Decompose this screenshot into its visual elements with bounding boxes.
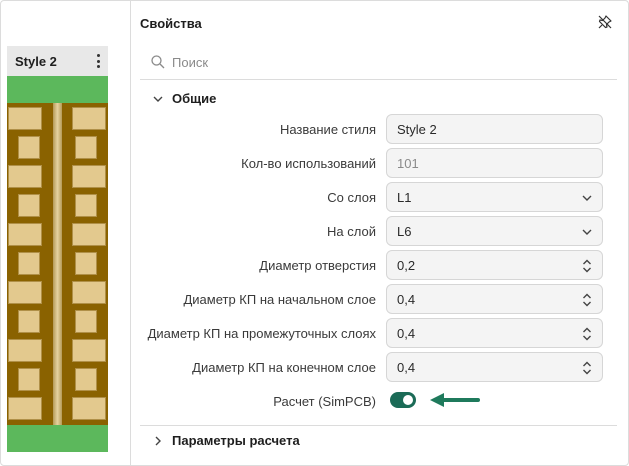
style-card-title: Style 2 xyxy=(15,54,57,69)
stepper-arrows-icon[interactable] xyxy=(580,326,594,342)
pad-diameter-start-row: Диаметр КП на начальном слое 0,4 xyxy=(140,284,617,314)
layer-pad xyxy=(8,339,42,362)
usage-count-row: Кол-во использований 101 xyxy=(140,148,617,178)
section-calc-params-header[interactable]: Параметры расчета xyxy=(140,425,617,455)
hole-diameter-value: 0,2 xyxy=(397,258,416,273)
pad-diameter-end-label: Диаметр КП на конечном слое xyxy=(192,360,376,375)
to-layer-value: L6 xyxy=(397,224,412,239)
stepper-arrows-icon[interactable] xyxy=(580,258,594,274)
layer-pad xyxy=(75,252,97,275)
hole-diameter-spinner[interactable]: 0,2 xyxy=(386,250,603,280)
properties-panel: Свойства Общие Название стиля Style 2 Кол-… xyxy=(132,0,629,466)
toggle-knob xyxy=(403,395,413,405)
stepper-arrows-icon[interactable] xyxy=(580,292,594,308)
layer-pad xyxy=(75,136,97,159)
to-layer-label: На слой xyxy=(327,224,376,239)
simpcb-label: Расчет (SimPCB) xyxy=(273,394,376,409)
via-stack-preview xyxy=(7,76,108,452)
chevron-right-icon xyxy=(155,436,161,446)
pad-diameter-end-value: 0,4 xyxy=(397,360,416,375)
layer-pad xyxy=(18,194,40,217)
pad-diameter-end-spinner[interactable]: 0,4 xyxy=(386,352,603,382)
layer-pad xyxy=(8,107,42,130)
layer-stack xyxy=(7,103,108,425)
layer-pad xyxy=(75,194,97,217)
panel-title: Свойства xyxy=(140,16,202,31)
section-general-header[interactable]: Общие xyxy=(140,84,617,114)
style-name-value: Style 2 xyxy=(397,122,437,137)
pad-diameter-inner-value: 0,4 xyxy=(397,326,416,341)
pointer-arrow-icon xyxy=(430,393,480,407)
layer-pad xyxy=(72,223,106,246)
solder-mask-top xyxy=(7,76,108,103)
layer-pad xyxy=(18,368,40,391)
to-layer-row: На слой L6 xyxy=(140,216,617,246)
style-preview-card[interactable]: Style 2 xyxy=(7,46,108,452)
pad-diameter-start-label: Диаметр КП на начальном слое xyxy=(183,292,376,307)
layer-pad xyxy=(8,397,42,420)
layer-pad xyxy=(72,281,106,304)
layer-pad xyxy=(75,368,97,391)
from-layer-select[interactable]: L1 xyxy=(386,182,603,212)
stepper-arrows-icon[interactable] xyxy=(580,360,594,376)
chevron-down-icon[interactable] xyxy=(580,224,594,240)
chevron-down-icon[interactable] xyxy=(580,190,594,206)
from-layer-label: Со слоя xyxy=(327,190,376,205)
from-layer-value: L1 xyxy=(397,190,412,205)
pad-diameter-end-row: Диаметр КП на конечном слое 0,4 xyxy=(140,352,617,382)
search-icon xyxy=(151,55,165,69)
layer-pad xyxy=(72,339,106,362)
simpcb-toggle[interactable] xyxy=(390,392,416,408)
solder-mask-bottom xyxy=(7,425,108,452)
layer-pad xyxy=(72,397,106,420)
layer-pad xyxy=(8,165,42,188)
layer-pad xyxy=(8,281,42,304)
simpcb-row: Расчет (SimPCB) xyxy=(140,386,617,416)
search-input[interactable] xyxy=(172,51,602,73)
style-name-label: Название стиля xyxy=(279,122,376,137)
to-layer-select[interactable]: L6 xyxy=(386,216,603,246)
chevron-down-icon xyxy=(153,96,163,102)
search-bar xyxy=(140,44,617,80)
pad-diameter-start-spinner[interactable]: 0,4 xyxy=(386,284,603,314)
preview-panel: Style 2 xyxy=(0,0,131,466)
pad-diameter-inner-spinner[interactable]: 0,4 xyxy=(386,318,603,348)
style-name-row: Название стиля Style 2 xyxy=(140,114,617,144)
more-options-icon[interactable] xyxy=(92,52,104,70)
layer-pad xyxy=(75,310,97,333)
layer-pad xyxy=(18,310,40,333)
usage-count-value: 101 xyxy=(397,156,419,171)
layer-pad xyxy=(72,165,106,188)
layer-pad xyxy=(72,107,106,130)
style-name-field[interactable]: Style 2 xyxy=(386,114,603,144)
layer-pad xyxy=(18,136,40,159)
section-general-label: Общие xyxy=(172,91,217,106)
usage-count-field: 101 xyxy=(386,148,603,178)
layer-pad xyxy=(18,252,40,275)
pin-icon[interactable] xyxy=(597,14,613,30)
layer-pad xyxy=(8,223,42,246)
usage-count-label: Кол-во использований xyxy=(241,156,376,171)
hole-diameter-row: Диаметр отверстия 0,2 xyxy=(140,250,617,280)
section-calc-params-label: Параметры расчета xyxy=(172,433,300,448)
hole-diameter-label: Диаметр отверстия xyxy=(259,258,376,273)
via-barrel xyxy=(53,103,62,425)
style-card-header: Style 2 xyxy=(7,46,108,76)
pad-diameter-inner-label: Диаметр КП на промежуточных слоях xyxy=(147,326,376,341)
pad-diameter-start-value: 0,4 xyxy=(397,292,416,307)
from-layer-row: Со слоя L1 xyxy=(140,182,617,212)
pad-diameter-inner-row: Диаметр КП на промежуточных слоях 0,4 xyxy=(140,318,617,348)
